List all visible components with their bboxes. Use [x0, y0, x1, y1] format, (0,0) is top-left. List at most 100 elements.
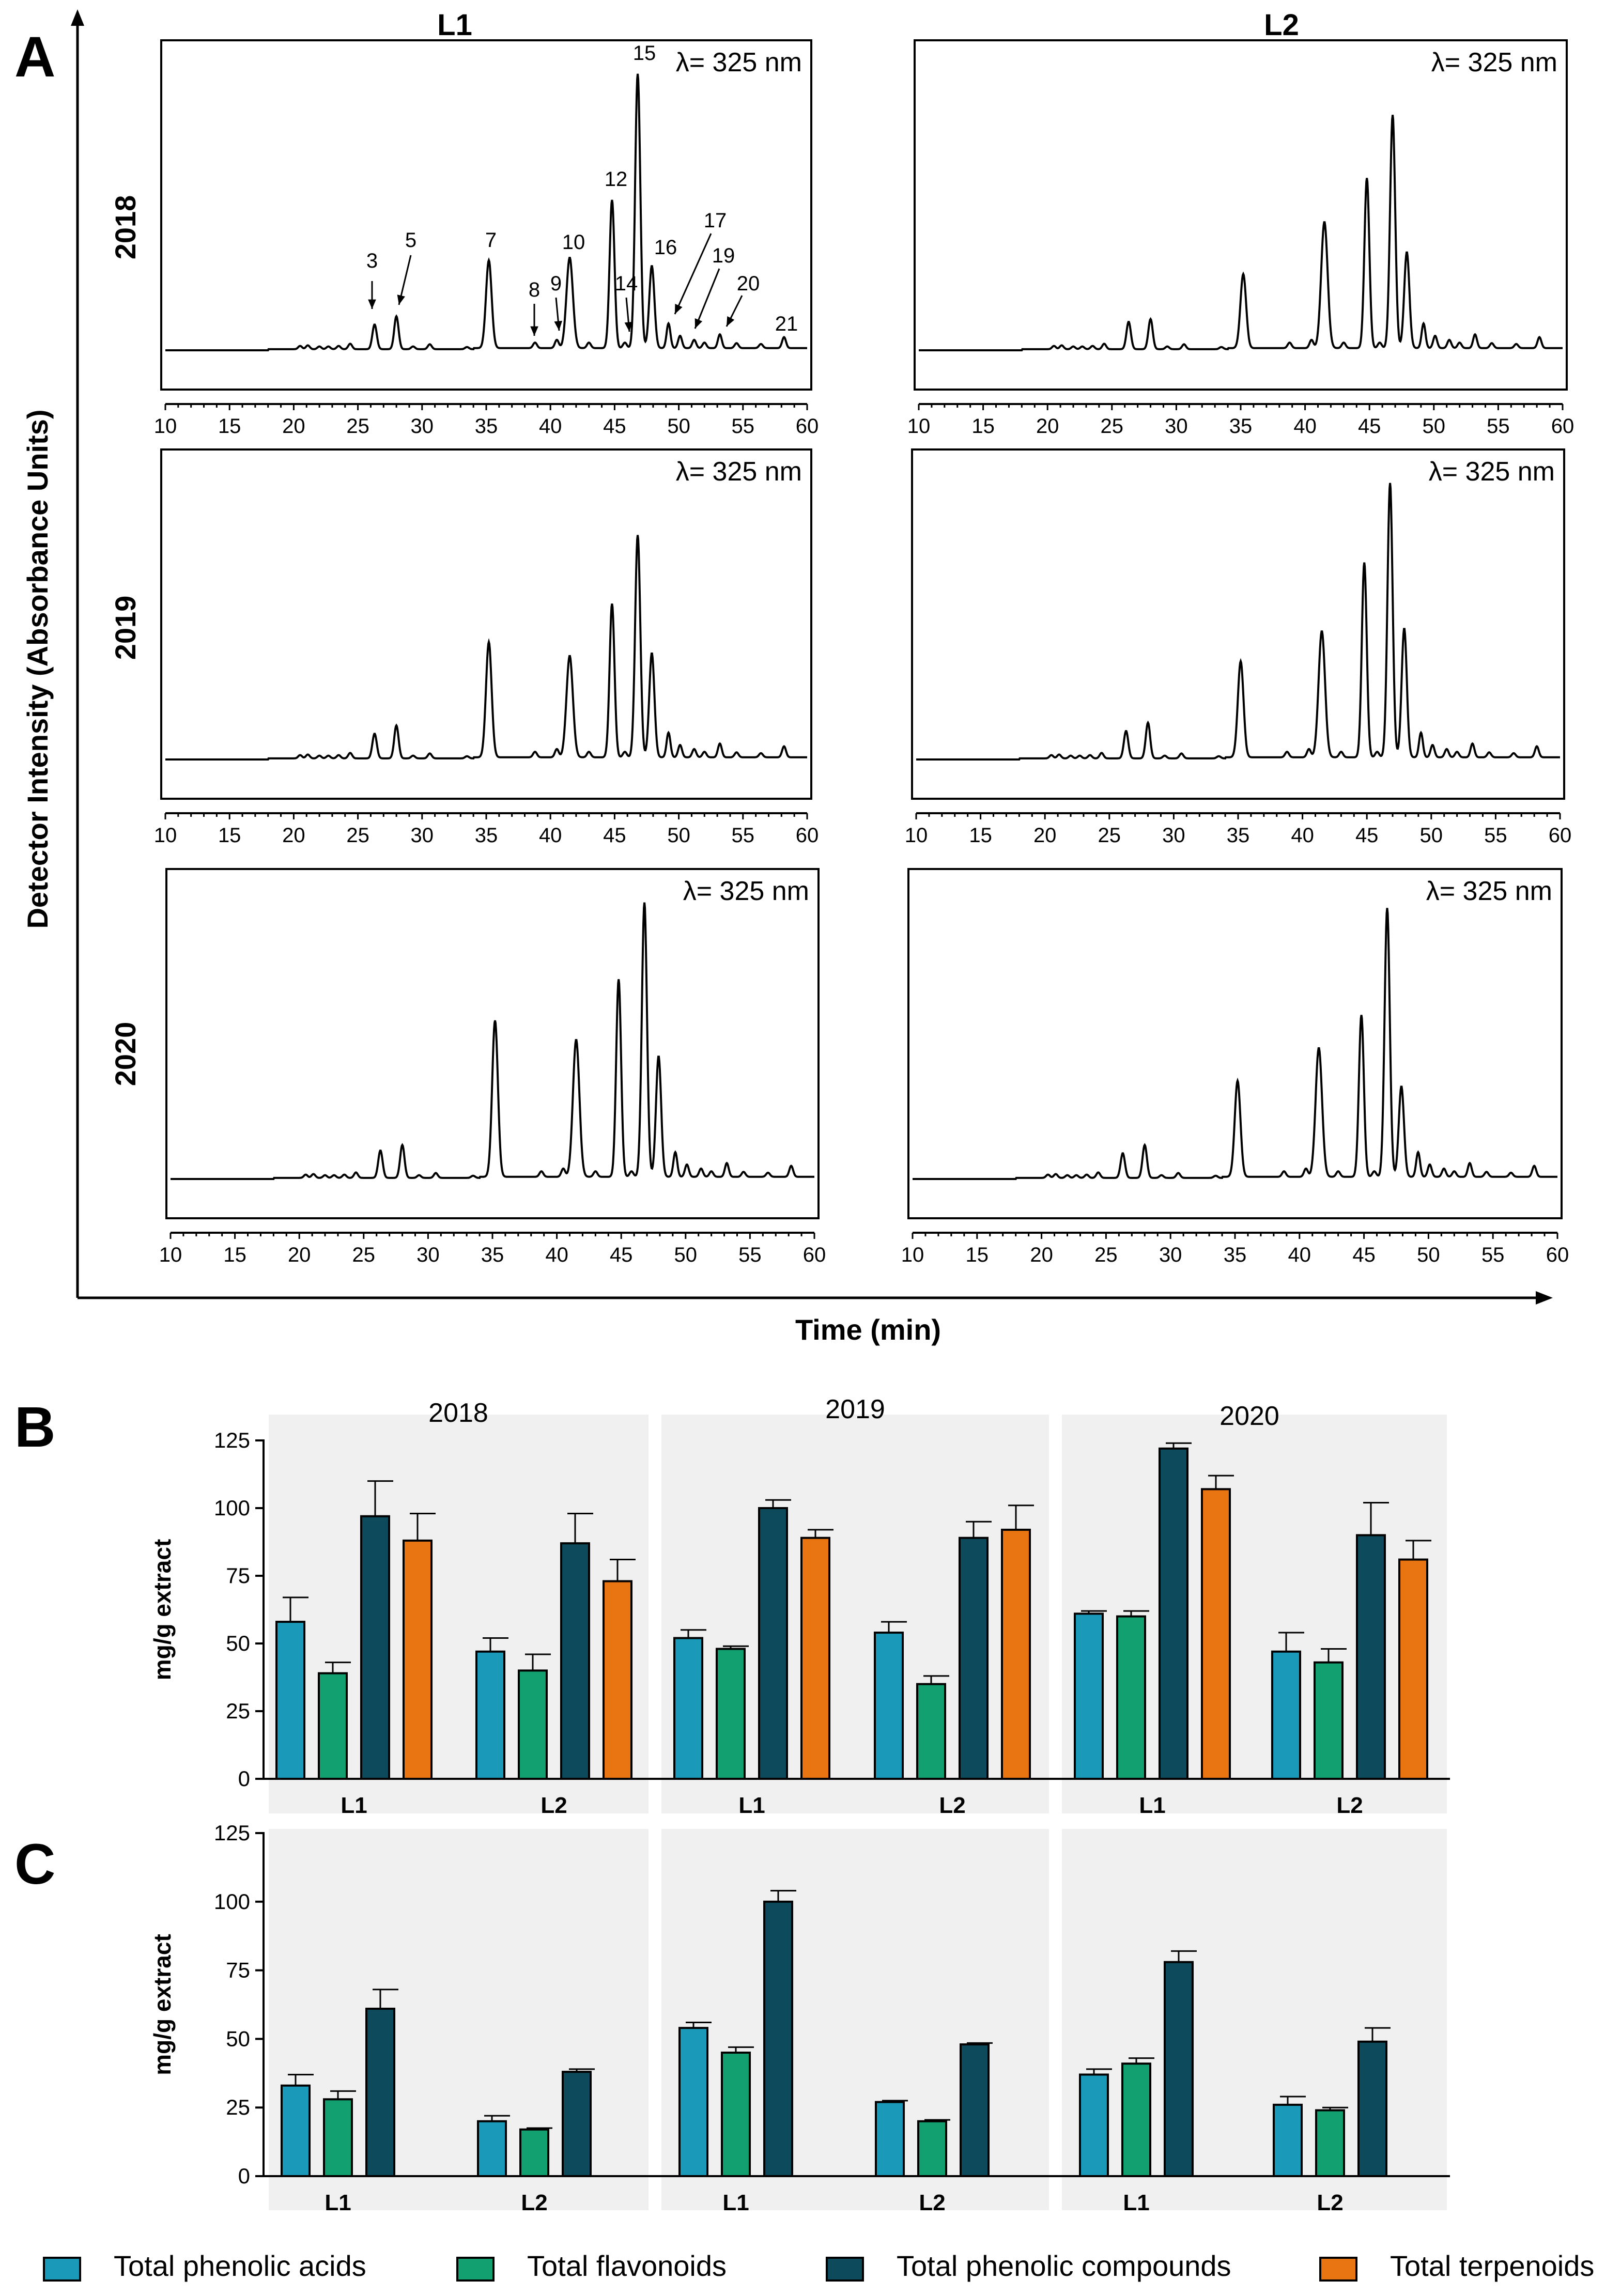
bar-2020-l2-3: [1356, 1534, 1386, 1780]
chromatogram-l2-2019: λ= 325 nm 10 15 20 25 30 35 40 45 50 55 60: [905, 448, 1571, 847]
bar-2019-l2-1: [875, 2101, 905, 2177]
time-tick-label: 60: [1546, 1244, 1569, 1266]
time-tick-label: 10: [907, 415, 931, 438]
sample-label-l1: L1: [341, 1793, 367, 1818]
bar-2020-l1-4: [1201, 1488, 1231, 1780]
bar-2019-l1-1: [673, 1637, 703, 1780]
peak-arrow-head: [624, 321, 633, 332]
bar-2018-l2-3: [562, 2071, 592, 2178]
sample-label-l1: L1: [722, 2190, 749, 2215]
time-tick-label: 35: [1227, 824, 1250, 847]
time-tick-label: 55: [738, 1244, 762, 1266]
time-tick-label: 45: [1355, 824, 1379, 847]
x-axis-label: Time (min): [795, 1313, 941, 1346]
bar-2020-l2-3: [1357, 2040, 1387, 2177]
bar-2018-l1-2: [318, 1672, 348, 1780]
wavelength-label: λ= 325 nm: [1429, 457, 1555, 487]
chromatogram-trace: [171, 902, 814, 1180]
y-tick-label: 50: [226, 1631, 250, 1655]
year-background-2019: [661, 1829, 1049, 2210]
peak-arrow-head: [554, 320, 562, 331]
column-title-l2: L2: [1264, 8, 1299, 42]
plot-frame: [911, 448, 1565, 800]
bar-2018-l1-3: [360, 1515, 390, 1780]
bar-2020-l1-1: [1079, 2073, 1109, 2178]
sample-label-l1: L1: [325, 2190, 351, 2215]
time-tick-label: 35: [1224, 1244, 1247, 1266]
panel-c: C 0 25 50 75 100 125 mg/g extract L1 L2 L1 L2 L1 L2: [14, 1821, 1450, 2215]
bar-2019-l1-4: [800, 1537, 830, 1780]
chromatogram-trace: [913, 908, 1557, 1180]
time-tick-label: 50: [667, 824, 690, 847]
time-tick-label: 50: [1417, 1244, 1440, 1266]
bar-2019-l2-1: [874, 1632, 904, 1780]
legend-label-2: Total flavonoids: [527, 2250, 727, 2282]
sample-label-l1: L1: [738, 1793, 765, 1818]
wavelength-label: λ= 325 nm: [683, 876, 809, 906]
bar-2020-l1-2: [1116, 1615, 1146, 1780]
peak-label-16: 16: [654, 236, 677, 259]
chromatogram-trace: [919, 115, 1563, 351]
bar-2020-l2-2: [1314, 1661, 1344, 1780]
wavelength-label: λ= 325 nm: [676, 457, 802, 487]
sample-label-l2: L2: [1336, 1793, 1363, 1818]
peak-label-19: 19: [712, 244, 735, 267]
time-tick-label: 55: [1481, 1244, 1505, 1266]
time-tick-label: 25: [346, 415, 369, 438]
panel-b: B 0 25 50 75 100 125 mg/g extract 2018 L1 L2 2019 L1…: [14, 1394, 1450, 1818]
peak-label-12: 12: [605, 168, 628, 191]
bar-2020-l2-1: [1273, 2103, 1303, 2177]
time-tick-label: 50: [667, 415, 690, 438]
bar-2018-l2-3: [560, 1542, 590, 1780]
bar-2020-l1-3: [1164, 1961, 1194, 2178]
bar-2018-l2-1: [477, 2120, 507, 2177]
row-year-2020: 2020: [109, 1022, 142, 1087]
legend: Total phenolic acids Total flavonoids Tota…: [43, 2250, 1594, 2282]
time-tick-label: 10: [154, 824, 177, 847]
time-tick-label: 30: [1159, 1244, 1182, 1266]
time-tick-label: 20: [288, 1244, 311, 1266]
y-tick-label: 75: [226, 1958, 250, 1982]
row-year-2018: 2018: [109, 195, 142, 260]
time-tick-label: 55: [732, 415, 755, 438]
chromatogram-l1-2020: λ= 325 nm 10 15 20 25 30 35 40 45 50 55 60: [159, 868, 826, 1266]
bar-2018-l1-3: [365, 2007, 395, 2178]
time-tick-label: 45: [603, 824, 626, 847]
peak-label-20: 20: [737, 272, 760, 295]
time-tick-label: 15: [223, 1244, 246, 1266]
y-tick-label: 125: [214, 1821, 250, 1845]
bar-2019-l2-2: [917, 2120, 947, 2177]
year-label-2019: 2019: [825, 1394, 885, 1424]
legend-label-1: Total phenolic acids: [114, 2250, 366, 2282]
time-tick-label: 40: [539, 824, 562, 847]
time-tick-label: 40: [545, 1244, 568, 1266]
sample-label-l2: L2: [541, 1793, 567, 1818]
peak-label-3: 3: [366, 250, 378, 272]
peak-arrow-head: [368, 299, 376, 309]
bar-2018-l2-1: [475, 1650, 505, 1780]
time-tick-label: 20: [282, 415, 305, 438]
time-tick-label: 40: [1293, 415, 1317, 438]
peak-label-21: 21: [775, 313, 798, 335]
time-tick-label: 35: [475, 415, 498, 438]
peak-arrow-head: [694, 318, 703, 329]
plot-frame: [907, 868, 1563, 1219]
time-tick-label: 20: [1033, 824, 1057, 847]
sample-label-l2: L2: [521, 2190, 547, 2215]
y-tick-label: 25: [226, 2095, 250, 2119]
time-tick-label: 60: [1551, 415, 1574, 438]
time-tick-label: 50: [1420, 824, 1443, 847]
bar-2019-l2-2: [916, 1683, 946, 1780]
peak-arrow-line: [674, 233, 712, 315]
time-tick-label: 10: [901, 1244, 924, 1266]
sample-label-l2: L2: [1317, 2190, 1343, 2215]
bar-2018-l1-1: [275, 1621, 305, 1780]
bar-2020-l1-1: [1074, 1612, 1104, 1780]
bar-2018-l2-2: [519, 2128, 549, 2177]
time-tick-label: 30: [1162, 824, 1185, 847]
time-tick-label: 10: [905, 824, 928, 847]
legend-swatch-4: [1319, 2257, 1357, 2282]
time-tick-label: 55: [732, 824, 755, 847]
